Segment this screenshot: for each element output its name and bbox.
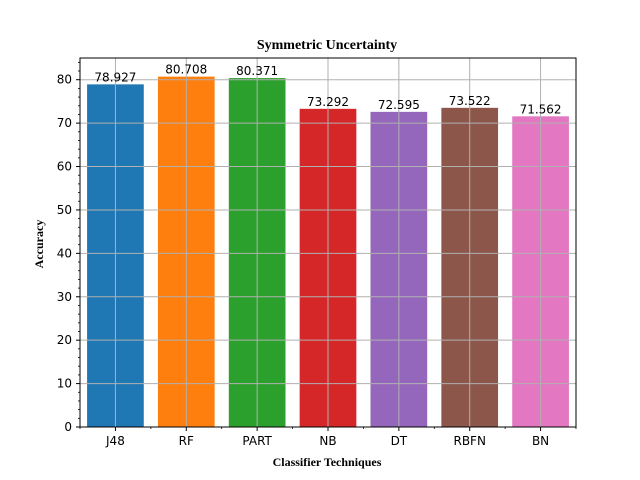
y-tick-label: 80: [57, 73, 72, 87]
grid-lines: [80, 58, 576, 428]
x-tick-label-rf: RF: [179, 434, 194, 448]
x-axis-ticks: J48 RF PART NB DT RBFN BN: [79, 427, 577, 448]
y-tick-label: 10: [57, 377, 72, 391]
x-tick-label-j48: J48: [105, 434, 125, 448]
data-label-rbfn: 73.522: [449, 94, 491, 108]
y-axis-ticks: 0 10 20 30 40 50 60 70 80: [57, 61, 80, 434]
x-tick-label-rbfn: RBFN: [453, 434, 485, 448]
y-tick-label: 40: [57, 246, 72, 260]
x-axis-label: Classifier Techniques: [273, 455, 382, 469]
data-label-j48: 78.927: [94, 70, 136, 84]
y-tick-label: 0: [64, 420, 72, 434]
chart-title: Symmetric Uncertainty: [257, 38, 397, 53]
x-tick-label-dt: DT: [391, 434, 408, 448]
data-label-rf: 80.708: [165, 63, 207, 77]
y-tick-label: 20: [57, 333, 72, 347]
y-tick-label: 60: [57, 160, 72, 174]
x-tick-label-bn: BN: [532, 434, 549, 448]
data-label-bn: 71.562: [520, 102, 562, 116]
y-axis-label: Accuracy: [32, 220, 46, 269]
data-labels: 78.927 80.708 80.371 73.292 72.595 73.522 71.5…: [94, 63, 561, 117]
y-tick-label: 70: [57, 116, 72, 130]
y-tick-label: 50: [57, 203, 72, 217]
y-tick-label: 30: [57, 290, 72, 304]
x-tick-label-part: PART: [242, 434, 272, 448]
data-label-part: 80.371: [236, 64, 278, 78]
data-label-dt: 72.595: [378, 98, 420, 112]
x-tick-label-nb: NB: [319, 434, 336, 448]
data-label-nb: 73.292: [307, 95, 349, 109]
